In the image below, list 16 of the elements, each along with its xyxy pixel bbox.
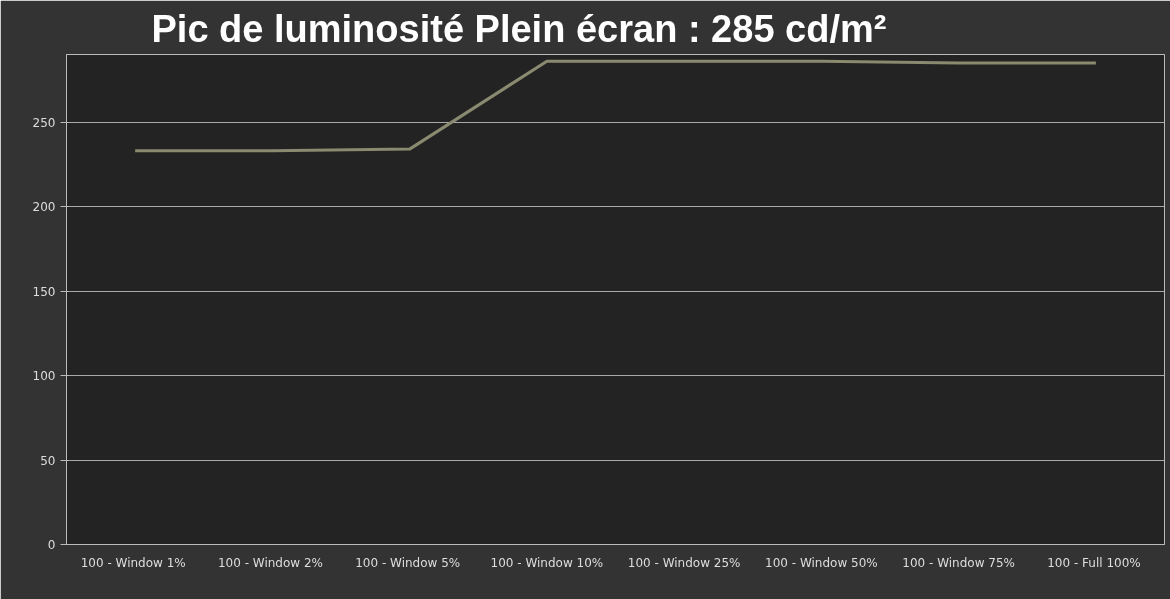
- y-tick-label: 250: [32, 115, 56, 130]
- y-tick-label: 200: [32, 200, 56, 215]
- y-tick-label: 100: [32, 369, 56, 384]
- x-tick-label: 100 - Window 50%: [765, 555, 878, 570]
- x-tick-label: 100 - Window 1%: [80, 555, 186, 570]
- chart-title: Pic de luminosité Plein écran : 285 cd/m²: [151, 7, 887, 50]
- x-tick-label: 100 - Window 25%: [627, 555, 741, 570]
- y-tick-label: 50: [40, 453, 56, 468]
- y-tick-label: 150: [32, 284, 56, 299]
- line-series: [133, 59, 1098, 153]
- x-tick-label: 100 - Window 10%: [490, 555, 604, 570]
- x-tick-label: 100 - Window 75%: [902, 555, 1015, 570]
- x-tick-label: 100 - Window 2%: [217, 555, 323, 570]
- y-tick-label: 0: [47, 538, 56, 552]
- x-tick-label: 100 - Window 5%: [355, 555, 461, 570]
- x-tick-label: 100 - Full 100%: [1047, 555, 1141, 570]
